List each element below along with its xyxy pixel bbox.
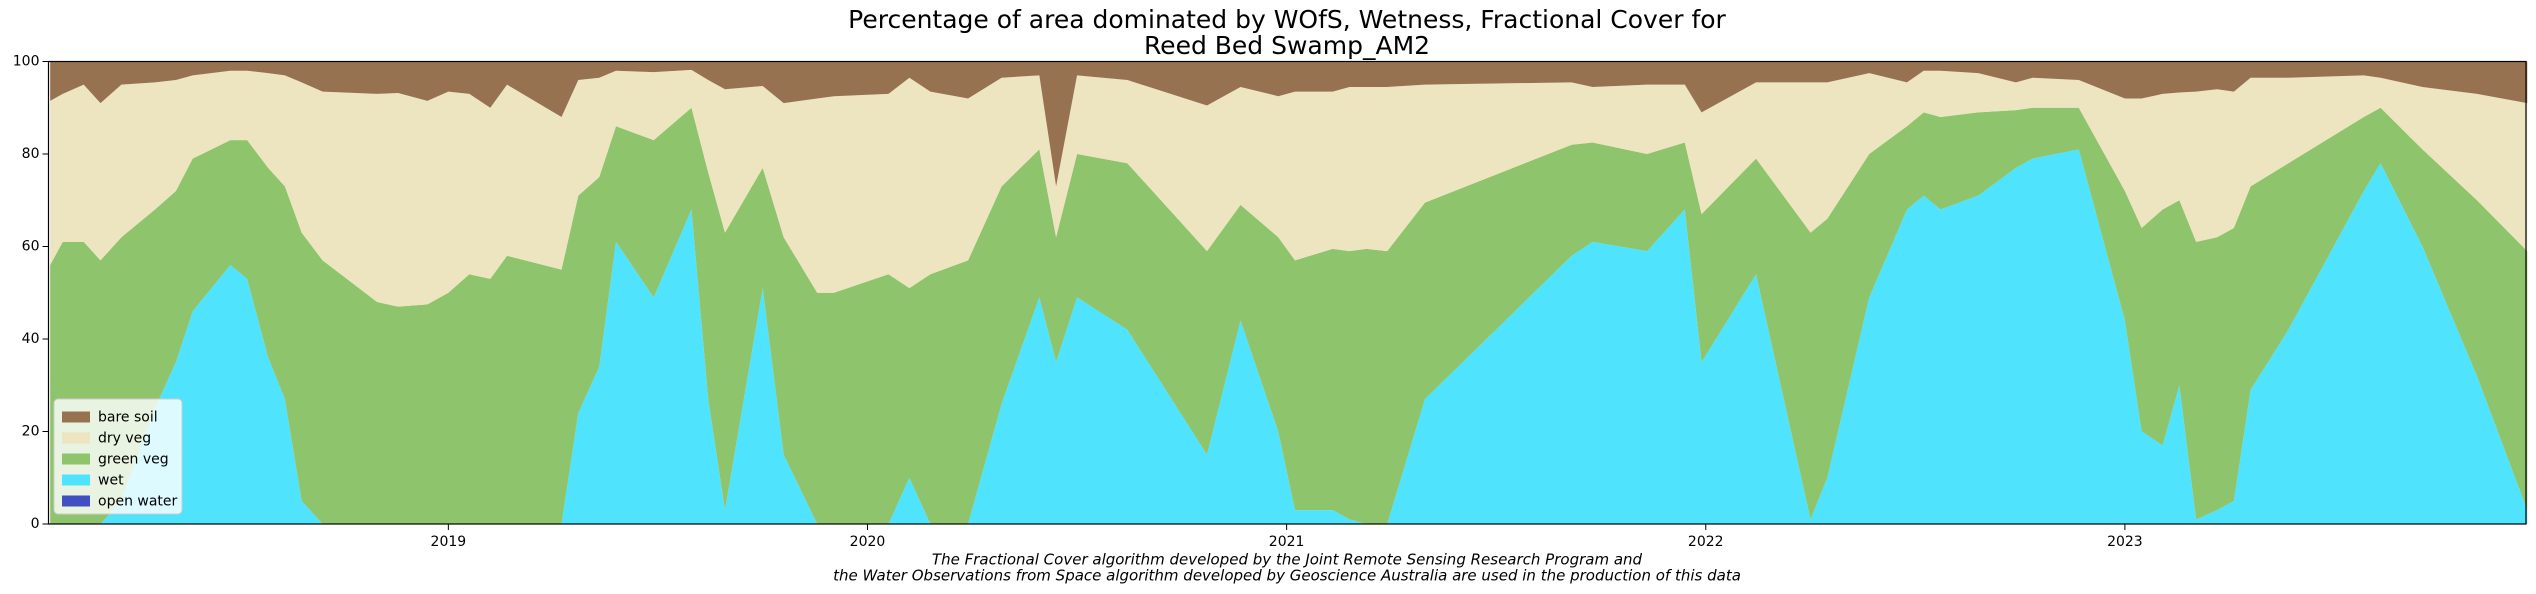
area [50,107,2528,524]
area [50,69,2528,307]
area [50,149,2528,524]
y-tick-label: 60 [22,239,40,255]
x-tick-label: 2019 [431,534,467,550]
legend-swatch [62,453,90,465]
x-tick-label: 2023 [2107,534,2143,550]
y-tick-label: 0 [31,516,40,532]
legend: bare soil dry veg green veg wet open water [53,398,183,515]
legend-label: wet [98,473,124,489]
annotation: The Fractional Cover algorithm developed… [932,551,1643,569]
x-tick-label: 2021 [1269,534,1305,550]
y-tick-label: 40 [22,331,40,347]
legend-label: open water [98,494,178,510]
annotation: the Water Observations from Space algori… [833,567,1741,585]
plot-frame [47,60,2527,525]
legend-swatch [62,474,90,486]
x-tick-label: 2020 [850,534,886,550]
legend-swatch [62,432,90,444]
x-tick-label: 2022 [1688,534,1724,550]
y-tick-label: 80 [22,146,40,162]
area [50,61,2528,187]
legend-label: bare soil [98,410,158,426]
y-tick-label: 100 [13,54,40,70]
legend-label: green veg [98,452,169,468]
chart-title: Reed Bed Swamp_AM2 [1144,31,1430,60]
y-tick-label: 20 [22,424,40,440]
legend-swatch [62,495,90,507]
legend-label: dry veg [98,431,151,447]
chart-title: Percentage of area dominated by WOfS, We… [848,5,1726,34]
legend-swatch [62,411,90,423]
